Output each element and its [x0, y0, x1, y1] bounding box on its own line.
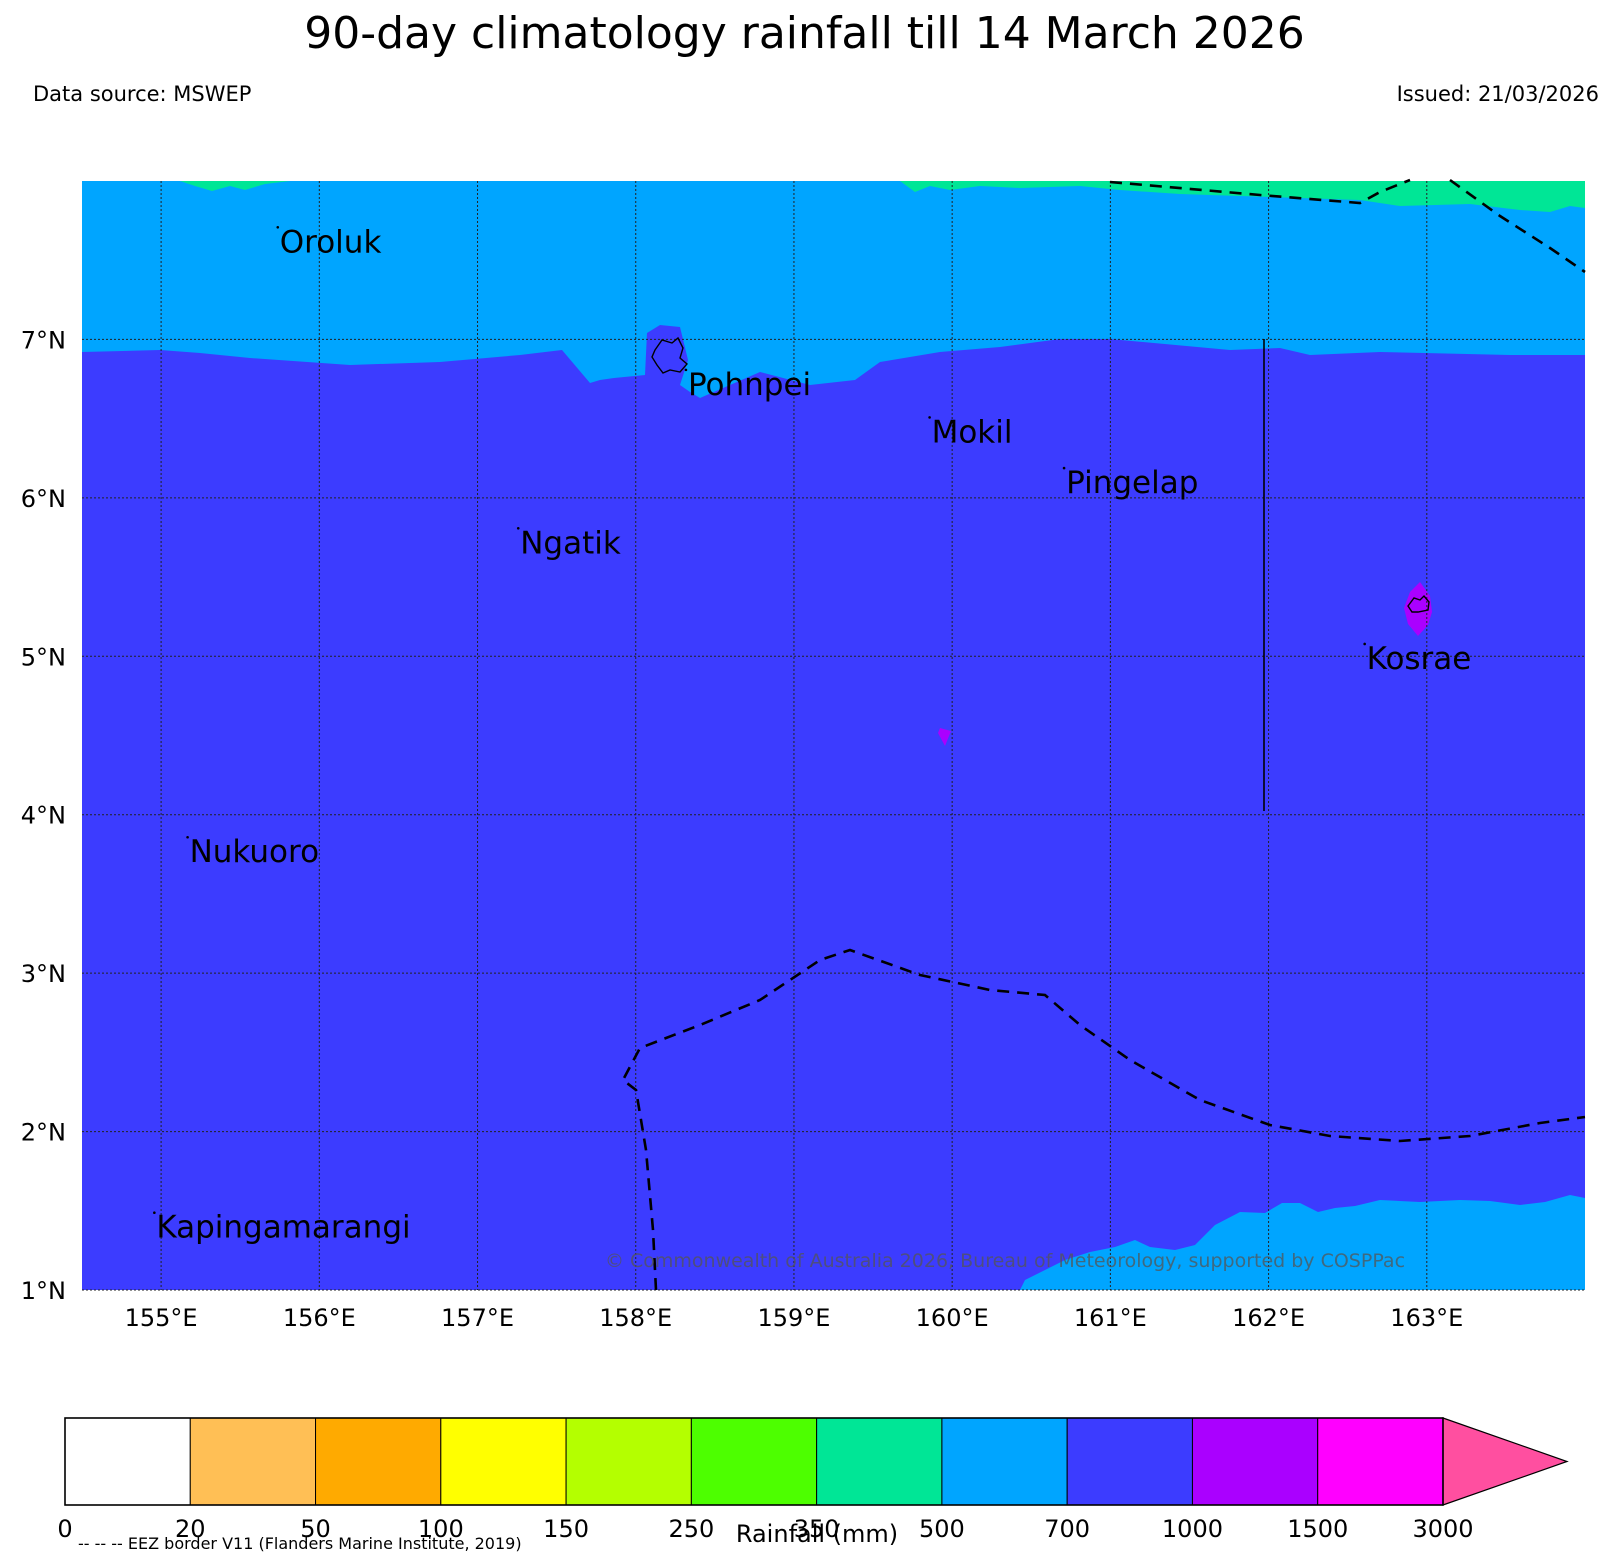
atoll-markers	[153, 225, 1366, 1215]
colorbar-tick-label: 100	[418, 1515, 464, 1543]
atoll-dot	[1062, 466, 1066, 470]
atoll-dot	[186, 835, 189, 839]
lon-tick-label: 163°E	[1390, 1304, 1463, 1330]
place-label: Kapingamarangi	[156, 1210, 410, 1246]
colorbar-tick-label: 1000	[1162, 1515, 1223, 1543]
colorbar-cell	[315, 1417, 442, 1506]
rainfall-band-500-700-south	[1020, 1195, 1585, 1290]
colorbar-extend-arrow	[1442, 1417, 1569, 1506]
colorbar-tick-label: 3000	[1412, 1515, 1473, 1543]
colorbar-cell	[440, 1417, 567, 1506]
colorbar-cell	[1191, 1417, 1319, 1506]
lon-tick-label: 161°E	[1074, 1304, 1147, 1330]
atoll-dot	[684, 368, 688, 372]
place-label: Mokil	[932, 414, 1013, 450]
place-labels: Oroluk Pohnpei Mokil Pingelap Ngatik Kosrae Nu…	[156, 224, 1471, 1245]
colorbar-tick-label: 0	[57, 1515, 72, 1543]
colorbar-tick-label: 250	[668, 1515, 714, 1543]
eez-border-south	[621, 948, 1586, 1291]
colorbar-tick-label: 20	[175, 1515, 206, 1543]
lon-tick-label: 156°E	[283, 1304, 356, 1330]
rainfall-band-1000-1500-spot	[938, 728, 951, 746]
lat-tick-label: 1°N	[21, 1277, 66, 1305]
rainfall-map: Oroluk Pohnpei Mokil Pingelap Ngatik Kosrae Nu…	[21, 178, 1586, 1330]
lat-tick-label: 3°N	[21, 960, 66, 988]
data-source-label: Data source: MSWEP	[33, 82, 252, 106]
colorbar-tick-label: 150	[543, 1515, 589, 1543]
colorbar-cell	[1317, 1417, 1444, 1506]
place-label: Pingelap	[1066, 465, 1198, 501]
colorbar-tick-label: 700	[1044, 1515, 1090, 1543]
lon-tick-label: 162°E	[1232, 1304, 1305, 1330]
rainfall-band-1000-1500-kosrae	[1404, 582, 1432, 636]
lat-tick-label: 7°N	[21, 326, 66, 354]
kosrae-island-outline	[1407, 594, 1430, 613]
rainfall-band-500-700-north	[82, 181, 1585, 398]
place-label: Pohnpei	[688, 367, 811, 403]
eez-border	[621, 178, 1586, 1291]
atoll-dot	[516, 527, 520, 530]
colorbar-cell	[565, 1417, 692, 1506]
place-label: Oroluk	[280, 224, 382, 260]
atoll-dot	[153, 1211, 156, 1215]
colorbar-label: Rainfall (mm)	[736, 1520, 898, 1548]
place-label: Ngatik	[520, 525, 621, 561]
lat-tick-label: 4°N	[21, 802, 66, 830]
lon-tick-label: 155°E	[125, 1304, 198, 1330]
place-label: Nukuoro	[190, 834, 319, 870]
lon-tick-label: 160°E	[916, 1304, 989, 1330]
lat-tick-label: 5°N	[21, 643, 66, 671]
lon-tick-label: 159°E	[757, 1304, 830, 1330]
colorbar-cell	[1066, 1417, 1193, 1506]
lat-tick-label: 2°N	[21, 1119, 66, 1147]
lon-tick-label: 158°E	[599, 1304, 672, 1330]
lon-tick-label: 157°E	[441, 1304, 514, 1330]
atoll-dot	[276, 225, 280, 229]
colorbar-tick-label: 1500	[1287, 1515, 1348, 1543]
latitude-tick-labels: 1°N 2°N 3°N 4°N 5°N 6°N 7°N	[21, 326, 66, 1305]
colorbar-cells	[64, 1417, 1569, 1506]
colorbar-outline	[64, 1417, 1444, 1506]
map-gridlines	[82, 181, 1585, 1291]
colorbar-cell	[64, 1417, 191, 1506]
colorbar-tick-label: 500	[919, 1515, 965, 1543]
rainfall-band-350-500-north-west	[180, 181, 290, 191]
colorbar-cell	[189, 1417, 317, 1506]
issued-date-label: Issued: 21/03/2026	[1396, 82, 1599, 106]
rainfall-band-350-500-north-east	[900, 181, 1585, 212]
atoll-dot	[1363, 642, 1366, 646]
eez-border-north	[1109, 178, 1586, 274]
map-title: 90-day climatology rainfall till 14 Marc…	[304, 8, 1305, 59]
atoll-dot	[928, 416, 931, 419]
lat-tick-label: 6°N	[21, 485, 66, 513]
eez-note: -- -- -- EEZ border V11 (Flanders Marine…	[78, 1534, 522, 1553]
colorbar-cell	[690, 1417, 818, 1506]
colorbar-tick-label: 350	[794, 1515, 840, 1543]
pohnpei-island-outline	[651, 336, 688, 374]
place-label: Kosrae	[1367, 641, 1472, 677]
colorbar-tick-label: 50	[300, 1515, 331, 1543]
colorbar-tick-labels: 0 20 50 100 150 250 350 500 700 1000 1500 3000	[57, 1515, 1473, 1543]
longitude-tick-labels: 155°E 156°E 157°E 158°E 159°E 160°E 161°E 162°E…	[125, 1304, 1464, 1330]
copyright-notice: © Commonwealth of Australia 2026, Bureau…	[605, 1250, 1405, 1272]
colorbar-cell	[816, 1417, 943, 1506]
colorbar-cell	[941, 1417, 1068, 1506]
